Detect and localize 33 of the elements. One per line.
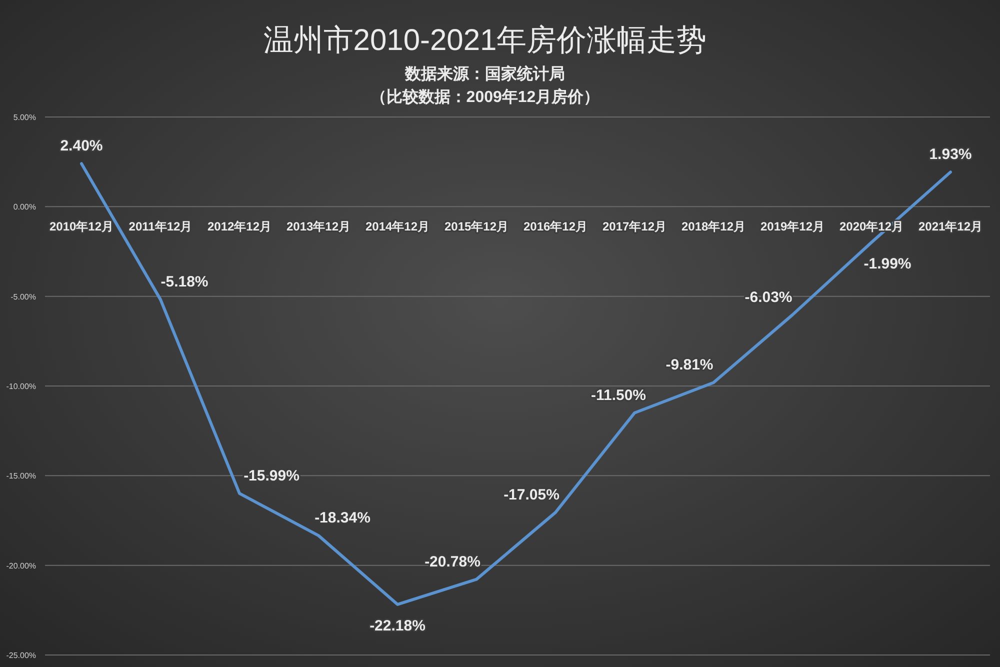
x-tick-label: 2013年12月 [286, 220, 351, 234]
y-tick-label: -20.00% [6, 561, 36, 570]
x-tick-label: 2019年12月 [760, 220, 825, 234]
x-tick-label: 2011年12月 [128, 220, 192, 234]
x-tick-label: 2012年12月 [207, 220, 272, 234]
y-tick-label: -15.00% [6, 472, 36, 481]
y-tick-label: 0.00% [13, 202, 36, 212]
data-label: 2.40% [60, 138, 103, 155]
y-tick-label: -25.00% [6, 651, 36, 660]
data-label: -6.03% [744, 288, 792, 306]
subtitle: 数据来源：国家统计局 [405, 66, 565, 83]
y-tick-label: -5.00% [10, 292, 36, 302]
data-label: -15.99% [244, 467, 300, 484]
data-label: -22.18% [370, 617, 426, 634]
y-tick-label: -10.00% [6, 382, 36, 391]
data-label: -17.05% [504, 486, 560, 504]
x-tick-label: 2015年12月 [444, 220, 509, 234]
x-tick-label: 2014年12月 [365, 220, 430, 234]
data-label: -1.99% [864, 255, 912, 272]
data-label: -20.78% [424, 553, 480, 570]
data-label: -9.81% [666, 356, 714, 374]
x-tick-label: 2021年12月 [918, 220, 983, 234]
x-tick-label: 2016年12月 [523, 220, 588, 234]
data-label: 1.93% [929, 146, 972, 164]
title: 温州市2010-2021年房价涨幅走势 [263, 24, 707, 57]
y-tick-label: 5.00% [13, 113, 36, 122]
data-label: -18.34% [314, 510, 370, 527]
x-tick-label: 2010年12月 [49, 220, 114, 234]
annotation: （比较数据：2009年12月房价） [370, 89, 600, 106]
data-label: -5.18% [160, 274, 208, 291]
x-tick-label: 2018年12月 [681, 220, 746, 234]
x-tick-label: 2017年12月 [602, 220, 667, 234]
data-label: -11.50% [590, 386, 646, 404]
